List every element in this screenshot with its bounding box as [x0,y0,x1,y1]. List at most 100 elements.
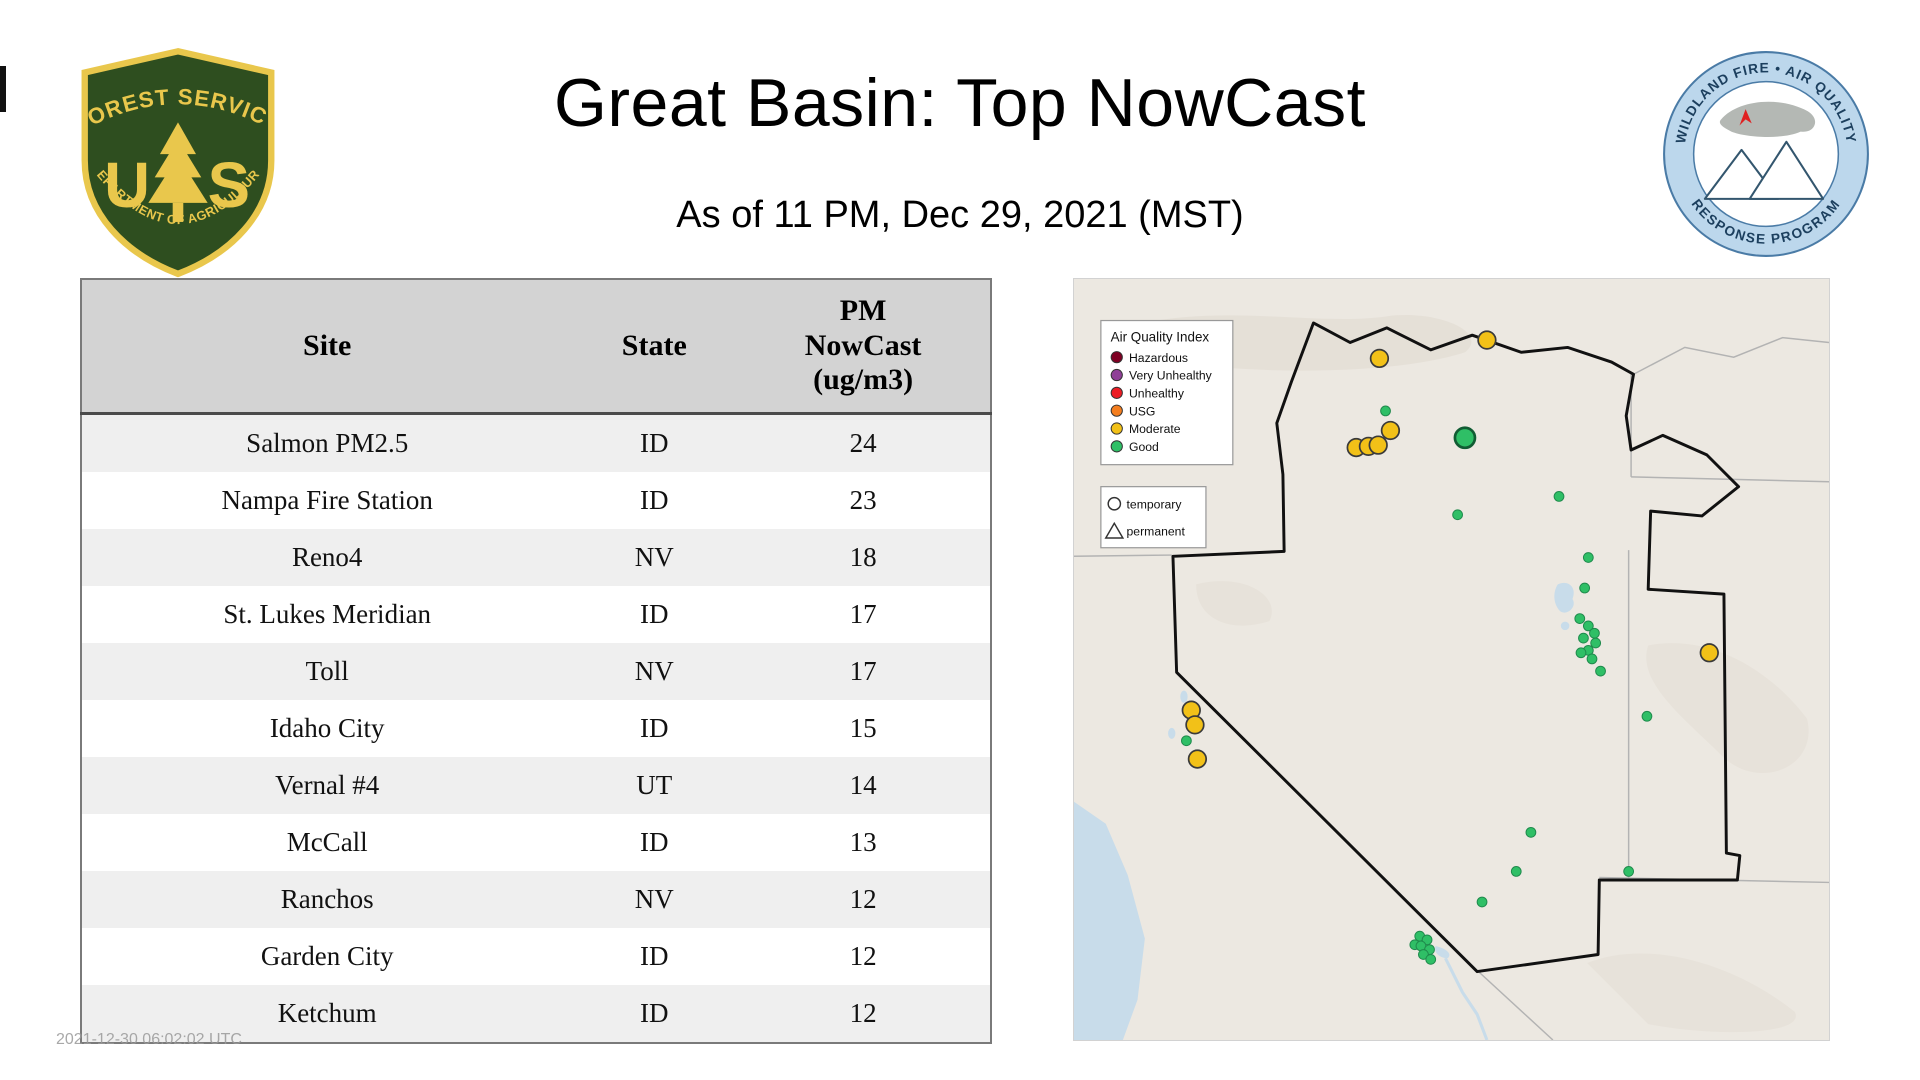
table-row: Ranchos NV 12 [81,870,991,928]
pine-tree-icon [148,122,208,222]
legend-hazardous-icon [1110,351,1123,364]
marker-moderate [1187,749,1208,769]
legend-moderate-label: Moderate [1129,422,1181,436]
state-cell: NV [634,883,674,914]
legend-hazardous-label: Hazardous [1129,351,1188,365]
site-cell: Toll [305,655,349,686]
site-cell: Ketchum [277,997,377,1028]
marker-good [1589,627,1600,639]
table-header-row: Site State PM NowCast (ug/m3) [81,279,991,415]
fire-mark-icon [1739,109,1752,126]
table-row: Ketchum ID 12 [81,984,991,1043]
state-cell: NV [634,541,674,572]
legend-very-unhealthy-icon [1110,368,1123,382]
usfs-monogram-s: S [208,150,250,221]
site-cell: Salmon PM2.5 [246,427,409,458]
site-cell: Idaho City [269,712,385,743]
state-cell: ID [640,997,669,1028]
page-title: Great Basin: Top NowCast [554,65,1366,141]
slide-edge-mark [0,66,6,112]
legend-temporary-icon [1107,496,1122,511]
legend-temporary-label: temporary [1127,498,1183,512]
table-row: Garden City ID 12 [81,927,991,985]
legend-permanent-label: permanent [1127,525,1186,539]
marker-good [1553,491,1565,502]
marker-good [1586,653,1598,665]
table-row: Nampa Fire Station ID 23 [81,471,991,529]
aqi-legend-title: Air Quality Index [1111,329,1210,344]
legend-good-label: Good [1129,440,1159,454]
site-cell: Reno4 [291,541,363,572]
marker-good [1181,735,1192,747]
value-cell: 12 [849,940,877,971]
marker-good [1574,613,1586,624]
site-cell: Nampa Fire Station [221,484,433,515]
marker-good [1578,632,1589,644]
marker-good-large [1453,426,1477,450]
col-header-pm-nowcast: PM NowCast (ug/m3) [736,279,991,415]
col-header-state: State [572,279,737,415]
legend-moderate-icon [1110,422,1123,435]
site-cell: Garden City [260,940,394,971]
marker-moderate [1369,348,1390,369]
state-cell: ID [640,826,669,857]
col-header-site: Site [81,279,573,415]
state-cell: ID [640,427,669,458]
value-cell: 15 [849,712,877,743]
marker-good [1579,582,1591,594]
marker-good [1582,552,1594,563]
value-cell: 13 [849,826,877,857]
legend-unhealthy-icon [1110,386,1123,399]
legend-usg-icon [1110,404,1123,417]
state-cell: ID [640,598,669,629]
legend-unhealthy-label: Unhealthy [1129,386,1185,400]
value-cell: 12 [849,883,877,914]
great-basin-silhouette [1719,101,1816,137]
table-row: Idaho City ID 15 [81,699,991,757]
marker-good [1595,665,1606,677]
marker-good [1380,405,1391,417]
value-cell: 14 [849,769,877,800]
map-water [1074,582,1574,1040]
legend-permanent-icon [1104,521,1125,539]
nowcast-table: Site State PM NowCast (ug/m3) Salmon PM2… [80,278,992,1044]
legend-very-unhealthy-label: Very Unhealthy [1129,369,1213,383]
table-row: Salmon PM2.5 ID 24 [81,413,991,472]
marker-moderate [1477,330,1497,350]
generation-timestamp: 2021-12-30 06:02:02 UTC [56,1031,242,1048]
table-row: Vernal #4 UT 14 [81,756,991,814]
value-cell: 24 [849,427,877,458]
marker-good [1476,896,1488,908]
marker-moderate [1380,420,1401,441]
marker-good [1575,647,1587,659]
marker-good [1510,866,1522,877]
great-basin-map: Air Quality Index Hazardous Very Unhealt… [1073,278,1830,1041]
marker-moderate [1699,643,1719,663]
marker-good [1590,637,1602,649]
state-cell: NV [634,655,674,686]
state-cell: ID [640,940,669,971]
site-cell: Vernal #4 [275,769,380,800]
marker-good [1623,866,1635,877]
monitor-type-legend: temporary permanent [1100,486,1207,549]
state-cell: UT [636,769,673,800]
marker-moderate [1185,715,1205,735]
marker-moderate [1368,435,1388,455]
aqi-legend: Air Quality Index Hazardous Very Unhealt… [1100,319,1234,466]
marker-good [1452,509,1463,521]
table-row: McCall ID 13 [81,813,991,871]
value-cell: 18 [849,541,877,572]
marker-good [1418,949,1429,960]
value-cell: 12 [849,997,877,1028]
aq-markers-layer [1181,330,1719,965]
site-cell: St. Lukes Meridian [223,598,432,629]
legend-good-icon [1110,440,1123,453]
wfaqrp-logo: WILDLAND FIRE • AIR QUALITY RESPONSE PRO… [1660,48,1872,260]
site-cell: Ranchos [280,883,374,914]
wfaqrp-seal: WILDLAND FIRE • AIR QUALITY RESPONSE PRO… [1663,51,1869,257]
value-cell: 23 [849,484,877,515]
value-cell: 17 [849,598,877,629]
marker-good [1582,620,1594,632]
legend-usg-label: USG [1129,404,1155,418]
table-row: Toll NV 17 [81,642,991,700]
